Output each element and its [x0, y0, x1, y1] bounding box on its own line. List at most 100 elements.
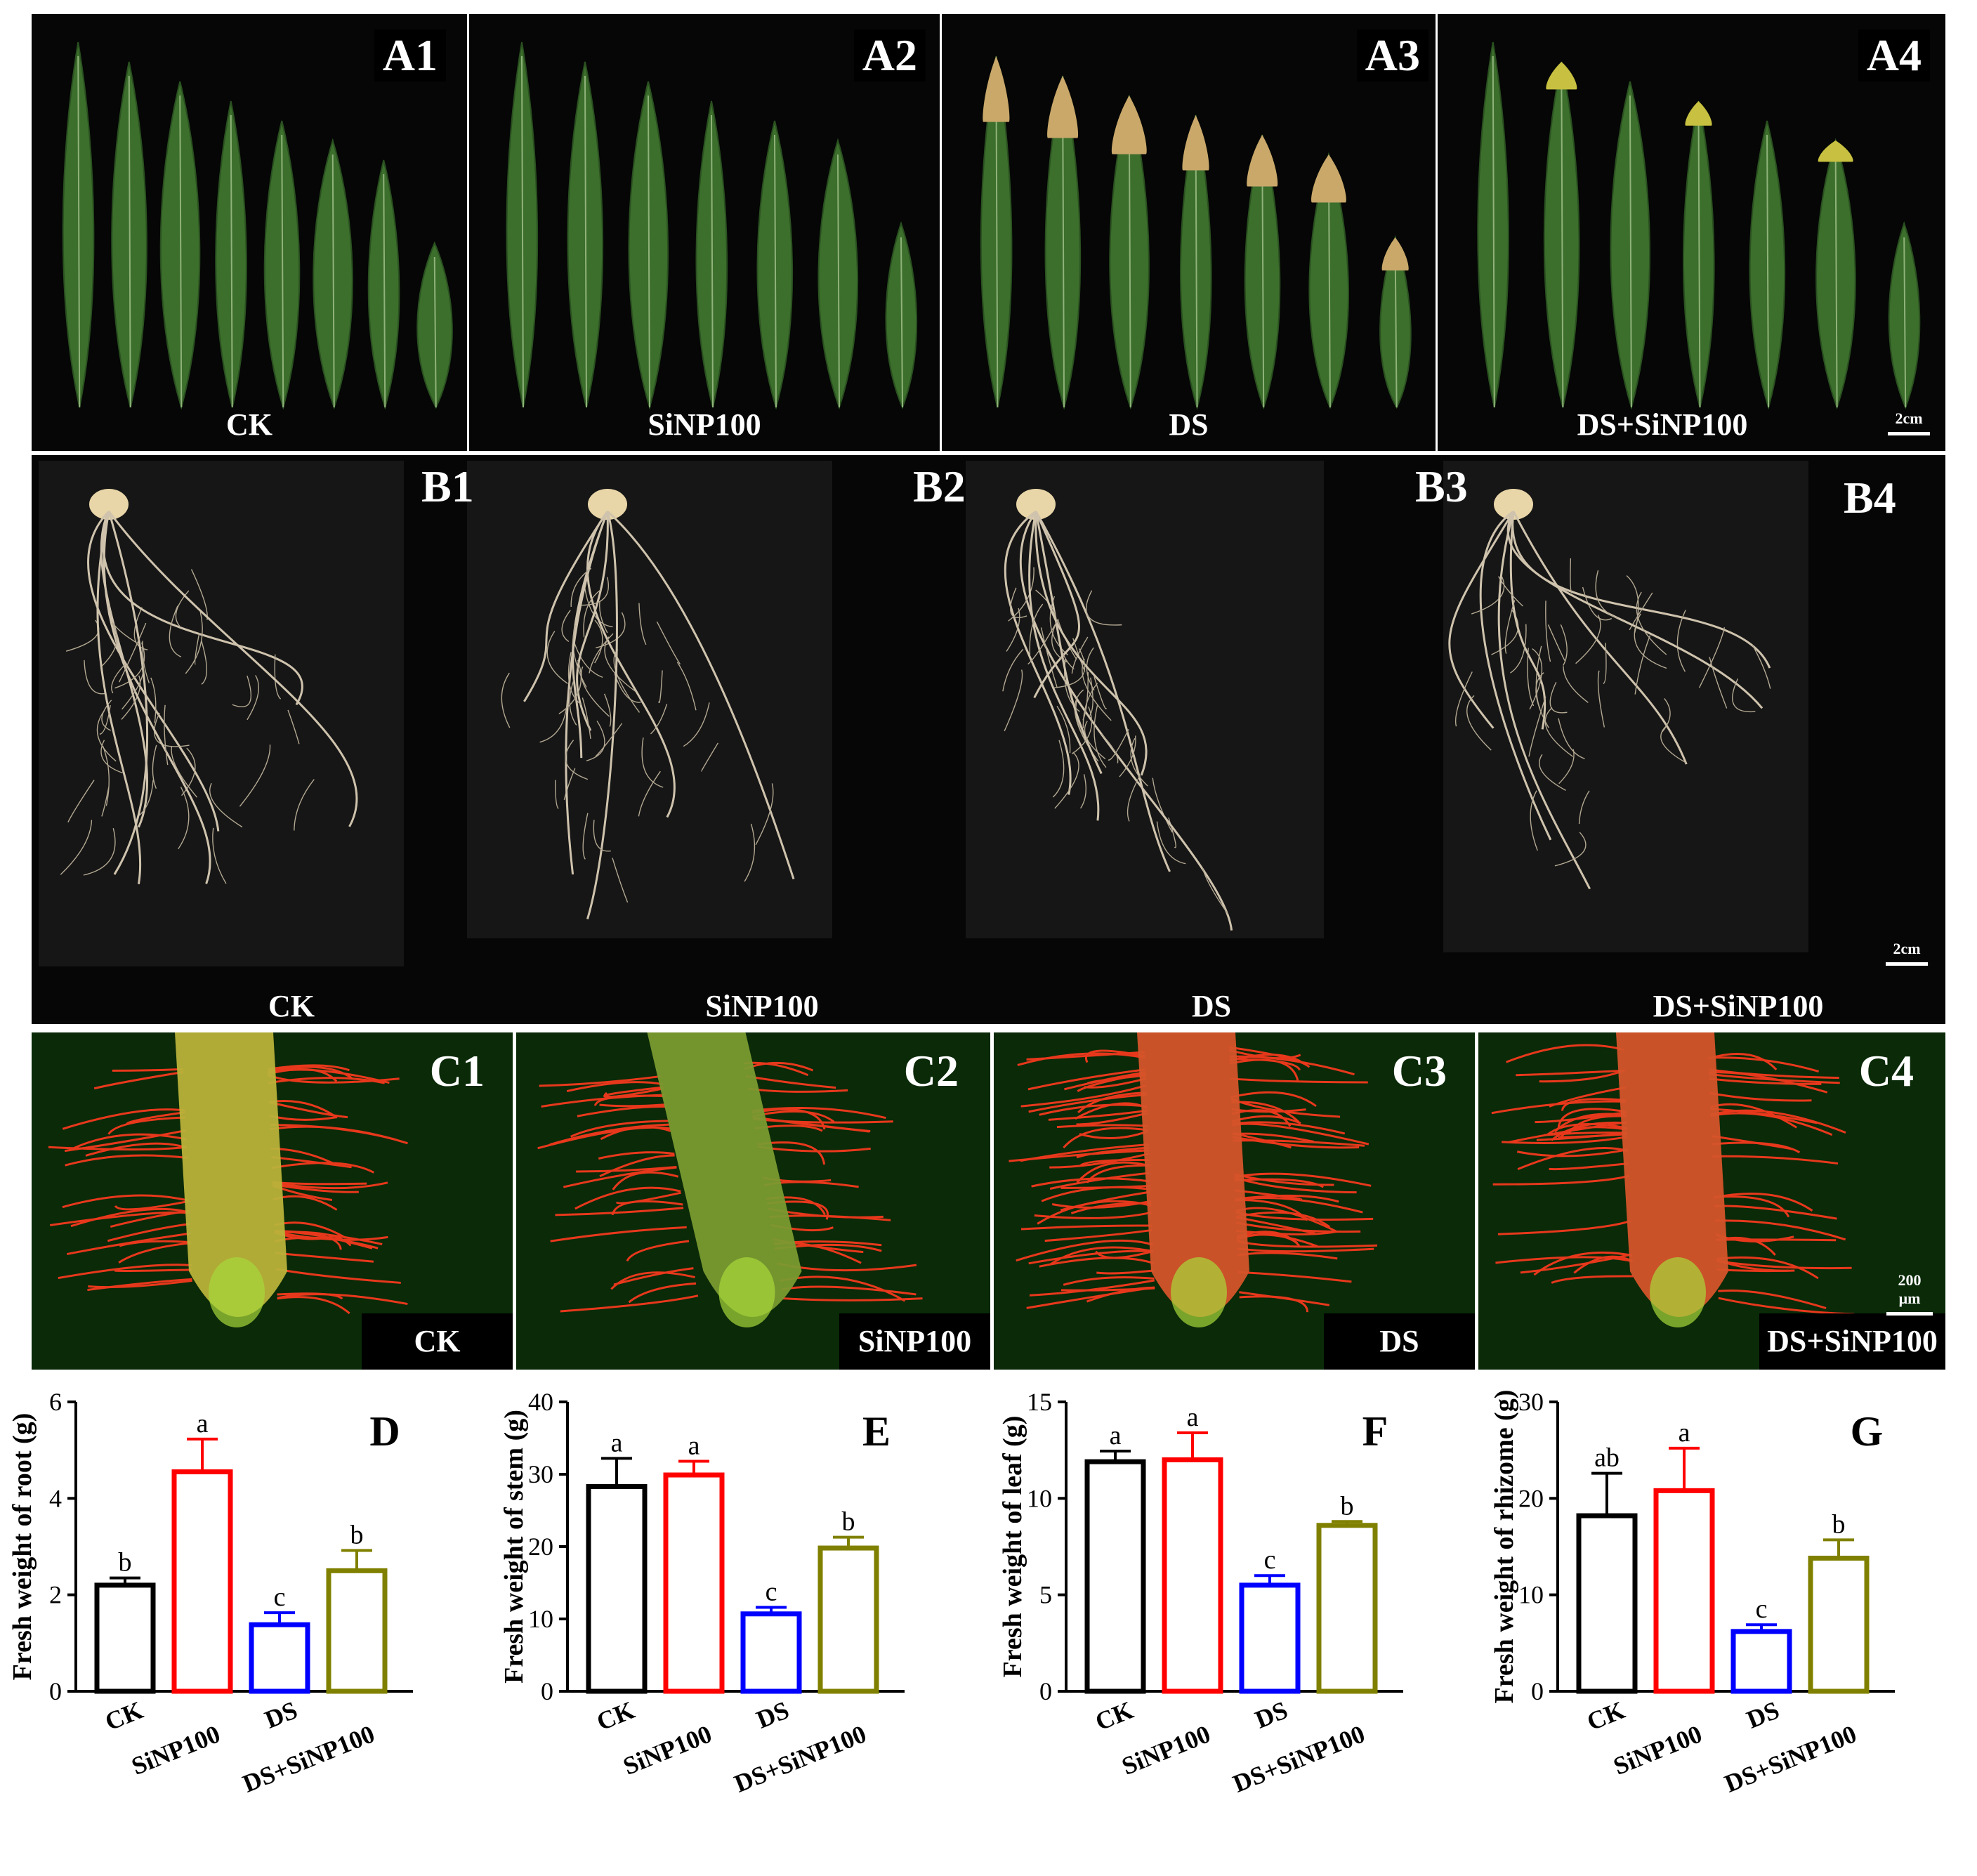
lateral-root [1056, 706, 1071, 754]
y-tick-label: 4 [49, 1484, 62, 1512]
panel-label-a1: A1 [374, 29, 446, 81]
lateral-root [100, 740, 123, 774]
leaf [159, 81, 201, 410]
root-hair [539, 1075, 662, 1087]
treatment-label-c2: SiNP100 [839, 1313, 990, 1370]
lateral-root [641, 737, 664, 788]
root-hair [107, 1116, 186, 1135]
y-axis-label: Fresh weight of leaf (g) [998, 1416, 1027, 1678]
panel-label-b1: B1 [421, 461, 474, 511]
treatment-label-a3: DS [1169, 407, 1209, 442]
lateral-root [1634, 613, 1667, 669]
root-hair [1234, 1172, 1372, 1187]
fluorescence-image [1491, 1032, 1855, 1327]
lateral-root [567, 652, 582, 706]
roots-image [39, 461, 1808, 966]
root-hair [1231, 1101, 1301, 1124]
root-hair [1568, 1115, 1627, 1135]
panel-c2: C2 SiNP100 [516, 1032, 990, 1370]
root-hair [1497, 1219, 1631, 1235]
lateral-root [1004, 669, 1023, 732]
fluorescence-image [1009, 1032, 1378, 1327]
lateral-root [142, 641, 150, 683]
bar [817, 1545, 879, 1694]
root-hair [1715, 1219, 1846, 1241]
leaves-image [506, 41, 918, 410]
lateral-root [1082, 659, 1112, 721]
lateral-root [570, 568, 592, 607]
lateral-root [676, 662, 697, 711]
root-hair [1502, 1136, 1628, 1144]
root-hair [1708, 1052, 1778, 1070]
lateral-root [593, 820, 611, 852]
root-body [175, 1032, 287, 1317]
lateral-root [1006, 608, 1020, 652]
lateral-root [1549, 681, 1568, 714]
root-hair [65, 1154, 188, 1167]
root-hair [1026, 1286, 1155, 1309]
root-hair [1063, 1276, 1155, 1286]
root-tip-glow [718, 1257, 775, 1327]
root-hair [1049, 1246, 1154, 1266]
root-tip-glow [1171, 1257, 1227, 1327]
lateral-root [1629, 592, 1653, 631]
root-hair [112, 1068, 184, 1072]
scale-bar-a: 2cm [1888, 409, 1930, 435]
leaf-dry-tip [1182, 115, 1209, 171]
lateral-root [572, 639, 603, 678]
root-hair [1029, 1279, 1155, 1297]
root-hair [62, 1108, 185, 1130]
root-hair [1712, 1155, 1839, 1165]
panel-a1: A1 CK [32, 14, 467, 451]
y-tick-label: 10 [528, 1605, 553, 1633]
root-hair [1516, 1069, 1625, 1077]
panel-label-c1: C1 [429, 1046, 485, 1096]
main-root [102, 511, 303, 706]
root-hair [277, 1293, 408, 1306]
lateral-root [83, 827, 116, 876]
root-hair [1492, 1174, 1629, 1186]
root-hair [1028, 1249, 1154, 1265]
root-hair [1235, 1194, 1339, 1203]
lateral-root [1080, 774, 1086, 809]
lateral-root [572, 625, 587, 688]
lateral-root [1597, 670, 1605, 728]
scale-bar-label: 2cm [1895, 409, 1923, 427]
root-hair [1051, 1200, 1152, 1209]
root-hair [1557, 1108, 1627, 1129]
root-hair [1077, 1072, 1146, 1092]
lateral-root [755, 783, 774, 846]
lateral-root [1527, 648, 1535, 707]
lateral-root [1626, 575, 1639, 634]
y-axis-label: Fresh weight of stem (g) [499, 1410, 529, 1684]
leaf-midrib [77, 55, 81, 408]
leaf-midrib [383, 173, 386, 408]
root-hair [1714, 1205, 1837, 1220]
leaf-dry-tip [1381, 237, 1409, 271]
root-hair [550, 1226, 687, 1242]
leaf-dry-tip [1546, 62, 1577, 90]
category-label: CK [1583, 1695, 1629, 1736]
category-label: DS [1251, 1695, 1292, 1733]
root-hair [1016, 1239, 1154, 1262]
root-hair [66, 1232, 191, 1256]
root-body [1137, 1032, 1249, 1317]
lateral-root [604, 636, 636, 692]
treatment-label-a4: DS+SiNP100 [1577, 407, 1748, 442]
bar [94, 1582, 156, 1694]
lateral-root [1101, 733, 1119, 763]
leaf [1477, 41, 1509, 408]
root-system [966, 461, 1324, 938]
main-root [586, 511, 618, 920]
root-hair [1031, 1177, 1151, 1188]
main-root [1497, 511, 1591, 890]
root-hair [1573, 1255, 1634, 1274]
root-tip [48, 1032, 408, 1327]
root-hair [1096, 1269, 1155, 1275]
lateral-root [539, 700, 568, 743]
treatment-label-b4: DS+SiNP100 [1653, 989, 1824, 1023]
lateral-root [589, 633, 614, 674]
fluorescence-image [48, 1032, 408, 1327]
root-hair [62, 1194, 190, 1209]
root-hair [1076, 1146, 1149, 1159]
